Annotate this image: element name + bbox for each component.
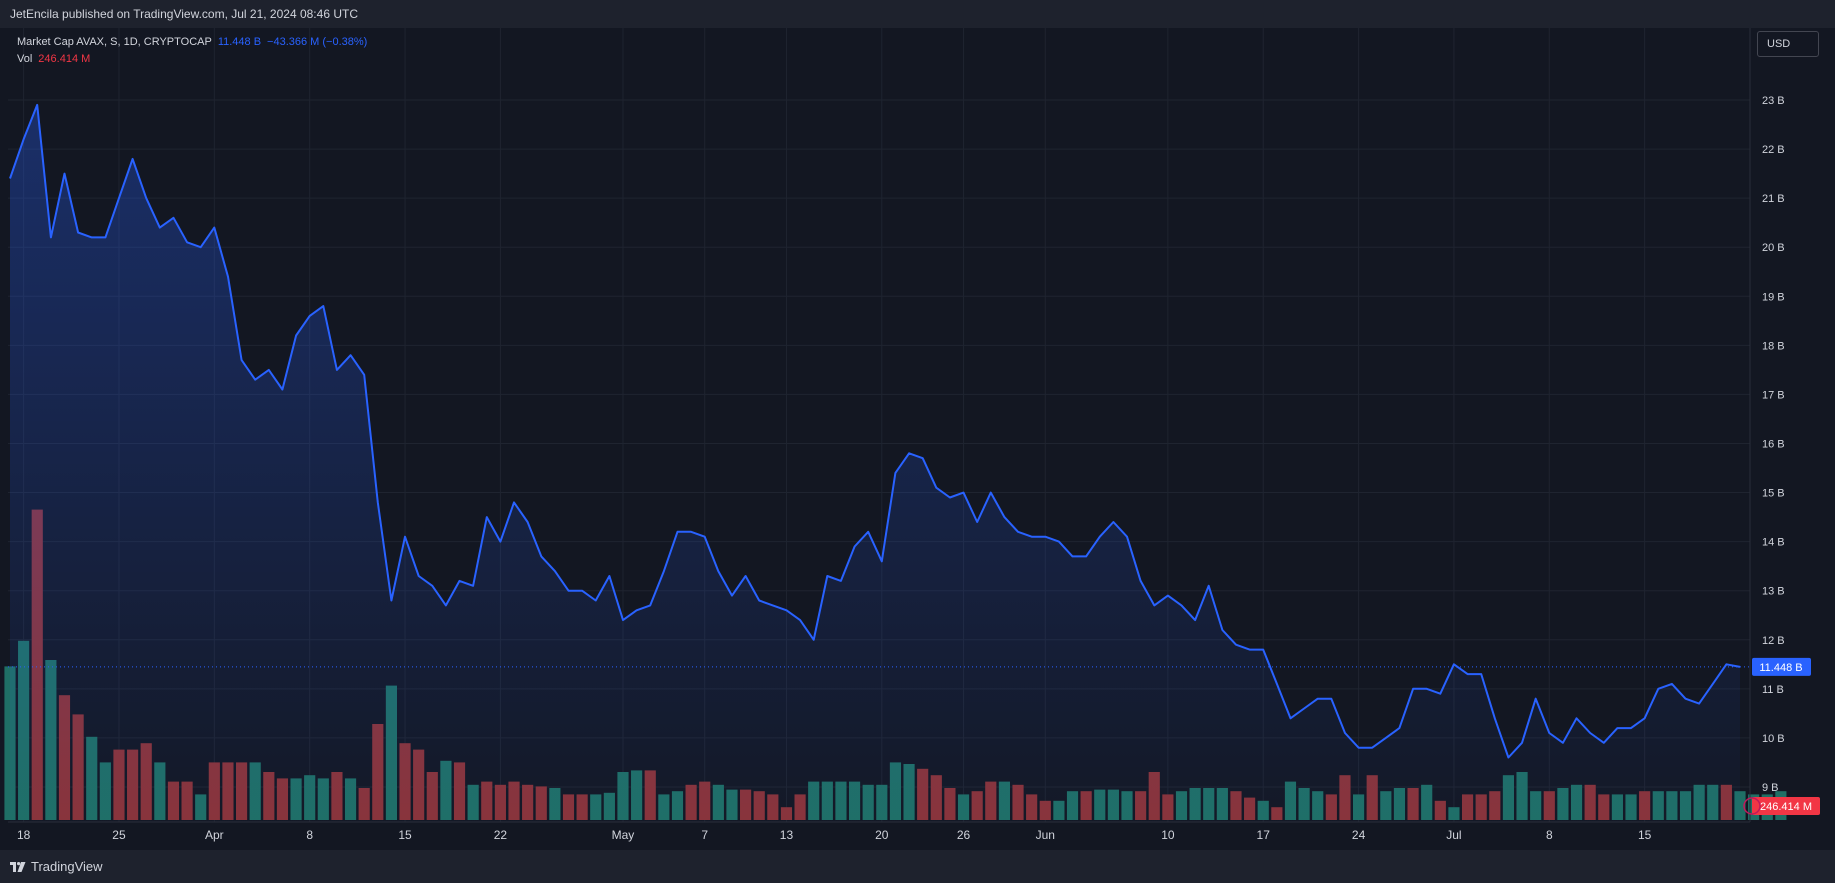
x-tick-label: 24 (1352, 828, 1366, 842)
y-tick-label: 12 B (1762, 635, 1785, 647)
x-tick-label: Apr (205, 828, 224, 842)
y-tick-label: 13 B (1762, 586, 1785, 598)
volume-marker (1743, 797, 1761, 815)
price-area (10, 104, 1740, 822)
x-tick-label: Jul (1446, 828, 1461, 842)
x-tick-label: 20 (875, 828, 889, 842)
last-price-badge: 11.448 B (1752, 657, 1811, 676)
y-tick-label: 10 B (1762, 733, 1785, 745)
x-tick-label: 26 (957, 828, 971, 842)
x-tick-label: 13 (780, 828, 794, 842)
x-tick-label: Jun (1036, 828, 1055, 842)
x-tick-label: 10 (1161, 828, 1175, 842)
y-tick-label: 22 B (1762, 144, 1785, 156)
publish-header: JetEncila published on TradingView.com, … (0, 0, 1835, 28)
volume-badge-text: 246.414 M (1760, 801, 1812, 813)
y-tick-label: 16 B (1762, 438, 1785, 450)
tradingview-logo-icon (10, 861, 26, 872)
y-tick-label: 17 B (1762, 389, 1785, 401)
x-tick-label: 22 (494, 828, 508, 842)
y-tick-label: 23 B (1762, 95, 1785, 107)
volume-value: 246.414 M (38, 53, 91, 65)
x-tick-label: 7 (701, 828, 708, 842)
x-tick-label: 25 (112, 828, 126, 842)
last-value: 11.448 B (217, 36, 262, 48)
x-tick-label: 18 (17, 828, 31, 842)
y-tick-label: 14 B (1762, 537, 1785, 549)
x-tick-label: 17 (1257, 828, 1271, 842)
y-tick-label: 21 B (1762, 193, 1785, 205)
last-price-badge-bg (1752, 657, 1811, 676)
footer-brand: TradingView (31, 859, 103, 874)
y-tick-label: 11 B (1762, 684, 1784, 696)
y-tick-label: 20 B (1762, 242, 1785, 254)
last-price-badge-text: 11.448 B (1759, 662, 1802, 674)
x-tick-label: 8 (1546, 828, 1553, 842)
volume-badge: 246.414 M (1752, 797, 1820, 815)
y-tick-label: 18 B (1762, 340, 1785, 352)
tradingview-logo[interactable]: TradingView (10, 859, 103, 874)
currency-button[interactable]: USD (1757, 31, 1819, 57)
publish-info: JetEncila published on TradingView.com, … (10, 7, 358, 21)
price-line (9, 103, 1741, 759)
volume-label[interactable]: Vol (17, 53, 33, 65)
x-tick-label: 8 (306, 828, 313, 842)
volume-badge-bg (1752, 797, 1820, 815)
change-value: −43.366 M (−0.38%) (267, 36, 368, 48)
chart-legend: Market Cap AVAX, S, 1D, CRYPTOCAP 11.448… (17, 34, 367, 68)
y-tick-label: 9 B (1762, 782, 1779, 794)
symbol-title[interactable]: Market Cap AVAX, S, 1D, CRYPTOCAP (17, 36, 212, 48)
x-tick-label: 15 (398, 828, 412, 842)
footer: TradingView (0, 850, 1835, 883)
x-tick-label: May (612, 828, 635, 842)
x-tick-label: 15 (1638, 828, 1652, 842)
y-tick-label: 19 B (1762, 291, 1785, 303)
y-tick-label: 15 B (1762, 488, 1785, 500)
